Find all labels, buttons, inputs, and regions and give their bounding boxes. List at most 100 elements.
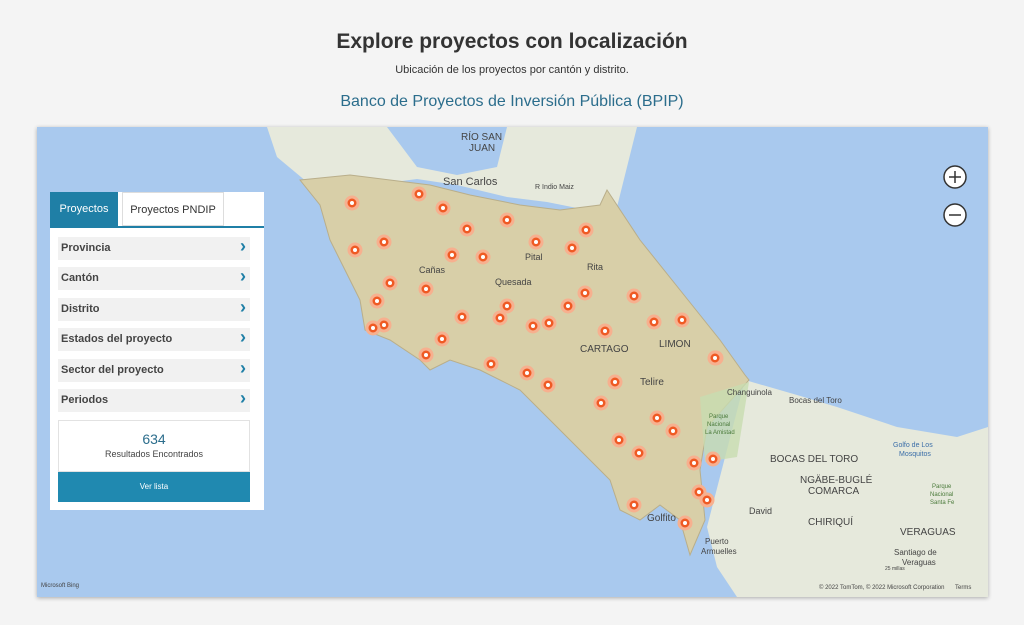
map-label: La Amistad [705,430,735,436]
tab-rule [50,226,264,228]
lake [387,127,507,175]
marker-dot [711,457,715,461]
marker-dot [632,503,636,507]
results-count: 634 [142,431,166,447]
scale: 25 millas [885,566,905,572]
marker-dot [481,255,485,259]
marker-dot [534,240,538,244]
map-label: NGÄBE-BUGLÉ [800,473,873,486]
map-label: CHIRIQUÍ [808,515,853,528]
marker-dot [417,192,421,196]
map-label: Nacional [930,492,953,498]
filter-panel: Proyectos Proyectos PNDIP Provincia Cant… [50,192,264,510]
map-label: Puerto [705,537,729,546]
marker-dot [632,294,636,298]
map-label: Mosquitos [899,451,931,458]
map-label: Changuinola [727,388,772,397]
tab[interactable]: Proyectos PNDIP [122,192,224,226]
map-label: COMARCA [808,486,859,497]
marker-dot [505,218,509,222]
marker-dot [570,246,574,250]
map-label: Veraguas [902,558,936,567]
map-label: BOCAS DEL TORO [770,454,858,465]
marker-dot [371,326,375,330]
marker-dot [584,228,588,232]
filter[interactable]: Provincia [58,235,250,260]
results-label: Resultados Encontrados [104,449,204,459]
map-label: Golfo de Los [893,442,933,449]
marker-dot [613,380,617,384]
results-box: 634 Resultados Encontrados [58,420,250,472]
marker-dot [680,318,684,322]
marker-dot [375,299,379,303]
map-label: Rita [587,262,603,272]
map-label: RÍO SAN [461,130,502,143]
tab[interactable]: Proyectos [50,192,118,226]
marker-dot [697,490,701,494]
marker-dot [692,461,696,465]
page-title: Explore proyectos con localización [336,30,688,53]
page-subtitle: Ubicación de los proyectos por cantón y … [395,64,629,76]
map-label: Armuelles [701,547,737,556]
map-label: David [749,506,772,516]
marker-dot [489,362,493,366]
marker-dot [350,201,354,205]
marker-dot [547,321,551,325]
map-label: Santiago de [894,548,937,557]
marker-dot [465,227,469,231]
marker-dot [441,206,445,210]
marker-dot [683,521,687,525]
marker-dot [525,371,529,375]
marker-dot [713,356,717,360]
marker-dot [617,438,621,442]
map-label: LIMON [659,339,691,350]
map-label: Golfito [647,513,676,524]
marker-dot [546,383,550,387]
marker-dot [652,320,656,324]
map-label: Parque [932,484,952,490]
map-label: Nacional [707,422,730,428]
marker-dot [353,248,357,252]
filter[interactable]: Sector del proyecto [58,357,250,382]
filter[interactable]: Estados del proyecto [58,326,250,351]
list-button[interactable]: Ver lista [58,472,250,502]
map-label: Pital [525,252,543,262]
marker-dot [583,291,587,295]
marker-dot [505,304,509,308]
map-label: CARTAGO [580,344,629,355]
map-label: Bocas del Toro [789,396,842,405]
map-label: Santa Fe [930,500,955,506]
terms[interactable]: Terms [955,585,971,591]
marker-dot [599,401,603,405]
marker-dot [382,323,386,327]
section-title: Banco de Proyectos de Inversión Pública … [340,93,684,110]
marker-dot [705,498,709,502]
marker-dot [382,240,386,244]
panama [707,380,988,597]
marker-dot [460,315,464,319]
filter[interactable]: Distrito [58,296,250,321]
map-label: R Indio Maiz [535,184,574,191]
park [700,382,749,462]
marker-dot [671,429,675,433]
marker-dot [566,304,570,308]
marker-dot [637,451,641,455]
map-label: Telire [640,377,664,388]
marker-dot [498,316,502,320]
map-canvas: RÍO SAN JUAN San Carlos R Indio Maiz Cañ… [37,127,988,597]
map-label: Quesada [495,277,532,287]
map-label: Cañas [419,265,446,275]
map-label: JUAN [469,143,495,154]
attribution: Microsoft Bing [41,583,79,589]
marker-dot [424,287,428,291]
copyright: © 2022 TomTom, © 2022 Microsoft Corporat… [819,584,944,591]
marker-dot [450,253,454,257]
map[interactable]: RÍO SAN JUAN San Carlos R Indio Maiz Cañ… [37,127,988,597]
marker-dot [655,416,659,420]
marker-dot [424,353,428,357]
filter[interactable]: Periodos [58,387,250,412]
map-label: San Carlos [443,176,498,188]
filter[interactable]: Cantón [58,265,250,290]
marker-dot [388,281,392,285]
